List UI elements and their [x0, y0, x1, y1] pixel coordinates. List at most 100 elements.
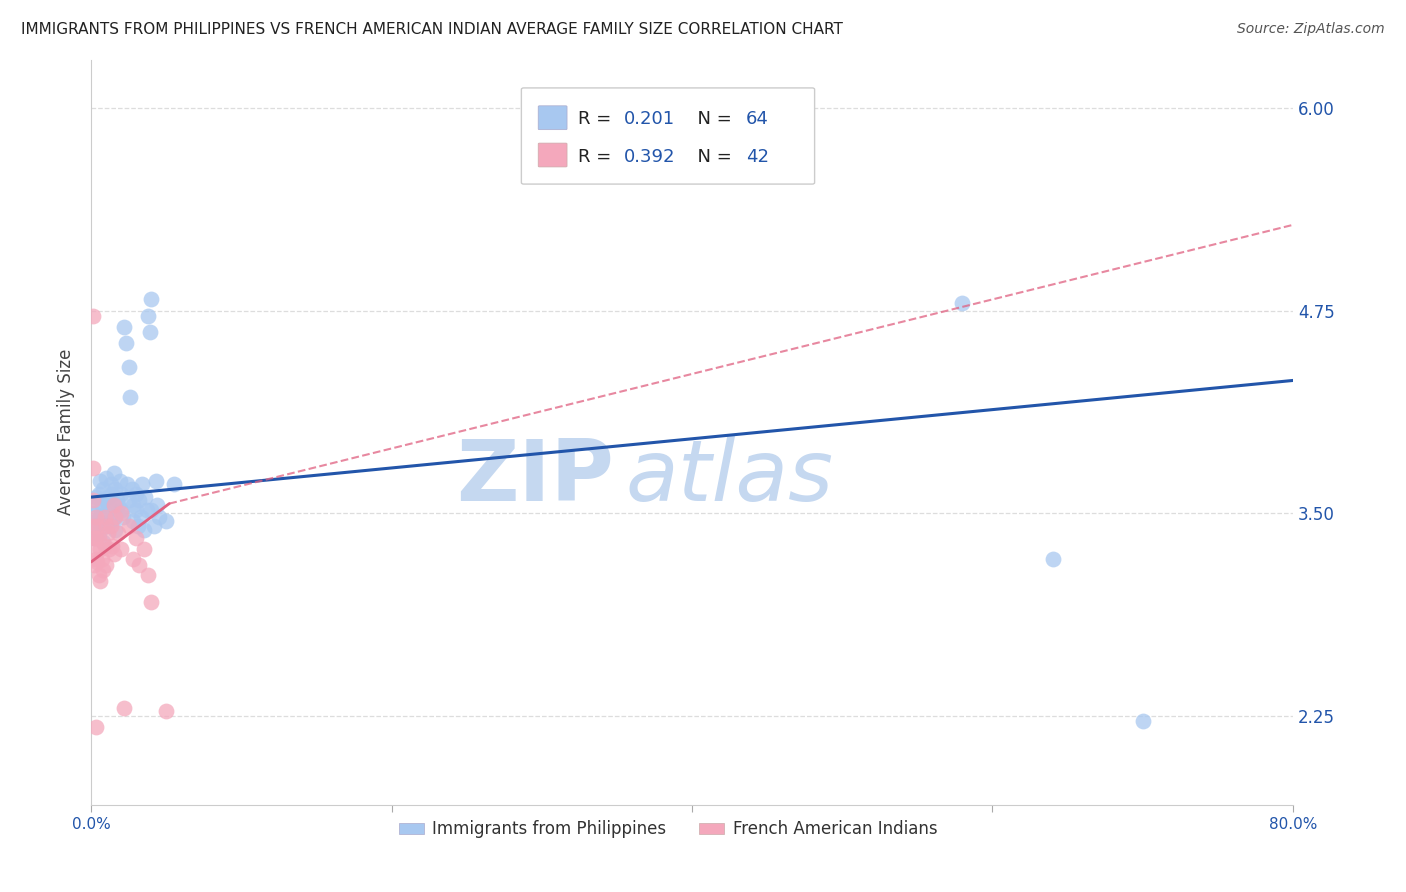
Point [107, 525, 129, 540]
Point [1042, 551, 1064, 566]
Point [110, 503, 132, 517]
Point [100, 519, 122, 533]
Point [84, 551, 107, 566]
Y-axis label: Average Family Size: Average Family Size [58, 349, 75, 516]
Point [136, 568, 159, 582]
Point [82, 461, 104, 475]
Point [83, 531, 105, 545]
Point [155, 515, 177, 529]
Point [82, 519, 104, 533]
Point [110, 541, 132, 556]
Point [89, 509, 111, 524]
Point [107, 498, 129, 512]
Point [115, 477, 138, 491]
Point [89, 541, 111, 556]
Point [120, 390, 142, 404]
Point [138, 325, 160, 339]
Point [163, 477, 186, 491]
Point [82, 493, 104, 508]
Point [125, 531, 148, 545]
Text: 64: 64 [747, 111, 769, 128]
Legend: Immigrants from Philippines, French American Indians: Immigrants from Philippines, French Amer… [392, 814, 943, 845]
Point [110, 506, 132, 520]
Point [82, 309, 104, 323]
FancyBboxPatch shape [538, 106, 567, 129]
Point [83, 541, 105, 556]
Point [93, 493, 115, 508]
Text: R =: R = [578, 111, 617, 128]
Point [84, 490, 107, 504]
Point [100, 477, 122, 491]
Text: ZIP: ZIP [456, 435, 614, 518]
Point [87, 531, 110, 545]
Point [82, 519, 104, 533]
Text: 0.201: 0.201 [623, 111, 675, 128]
Point [83, 531, 105, 545]
Point [86, 523, 108, 537]
Point [134, 490, 156, 504]
Text: R =: R = [578, 147, 617, 166]
Point [96, 506, 118, 520]
Text: 0.392: 0.392 [623, 147, 675, 166]
Point [132, 541, 155, 556]
Point [98, 541, 121, 556]
Point [146, 498, 169, 512]
Text: 42: 42 [747, 147, 769, 166]
Point [91, 482, 114, 496]
Point [122, 551, 145, 566]
Point [93, 519, 115, 533]
Point [143, 519, 166, 533]
FancyBboxPatch shape [538, 143, 567, 167]
Point [141, 595, 163, 609]
Point [145, 474, 167, 488]
Point [87, 487, 110, 501]
Point [91, 563, 114, 577]
Point [118, 493, 141, 508]
Point [104, 482, 127, 496]
Point [132, 523, 155, 537]
Point [141, 293, 163, 307]
Point [118, 360, 141, 375]
Point [125, 503, 148, 517]
Point [112, 700, 135, 714]
Point [86, 519, 108, 533]
Point [83, 506, 105, 520]
FancyBboxPatch shape [522, 88, 814, 184]
Point [97, 525, 120, 540]
Point [96, 471, 118, 485]
Point [141, 503, 163, 517]
Point [112, 320, 135, 334]
Point [103, 547, 125, 561]
Point [93, 509, 115, 524]
Point [952, 295, 974, 310]
Point [96, 519, 118, 533]
Point [105, 493, 128, 508]
Point [128, 493, 150, 508]
Point [129, 509, 152, 524]
Point [131, 477, 153, 491]
Point [103, 509, 125, 524]
Point [114, 336, 136, 351]
Point [84, 531, 107, 545]
Point [87, 525, 110, 540]
Point [108, 474, 131, 488]
Point [1132, 714, 1154, 728]
Point [90, 498, 112, 512]
Point [93, 539, 115, 553]
Text: N =: N = [686, 147, 738, 166]
Point [86, 498, 108, 512]
Point [104, 523, 127, 537]
Point [104, 509, 127, 524]
Point [87, 568, 110, 582]
Text: N =: N = [686, 111, 738, 128]
Point [86, 555, 108, 569]
Text: Source: ZipAtlas.com: Source: ZipAtlas.com [1237, 22, 1385, 37]
Point [103, 466, 125, 480]
Point [103, 498, 125, 512]
Point [84, 515, 107, 529]
Point [122, 498, 145, 512]
Point [100, 515, 122, 529]
Point [91, 535, 114, 549]
Point [118, 519, 141, 533]
Point [83, 558, 105, 573]
